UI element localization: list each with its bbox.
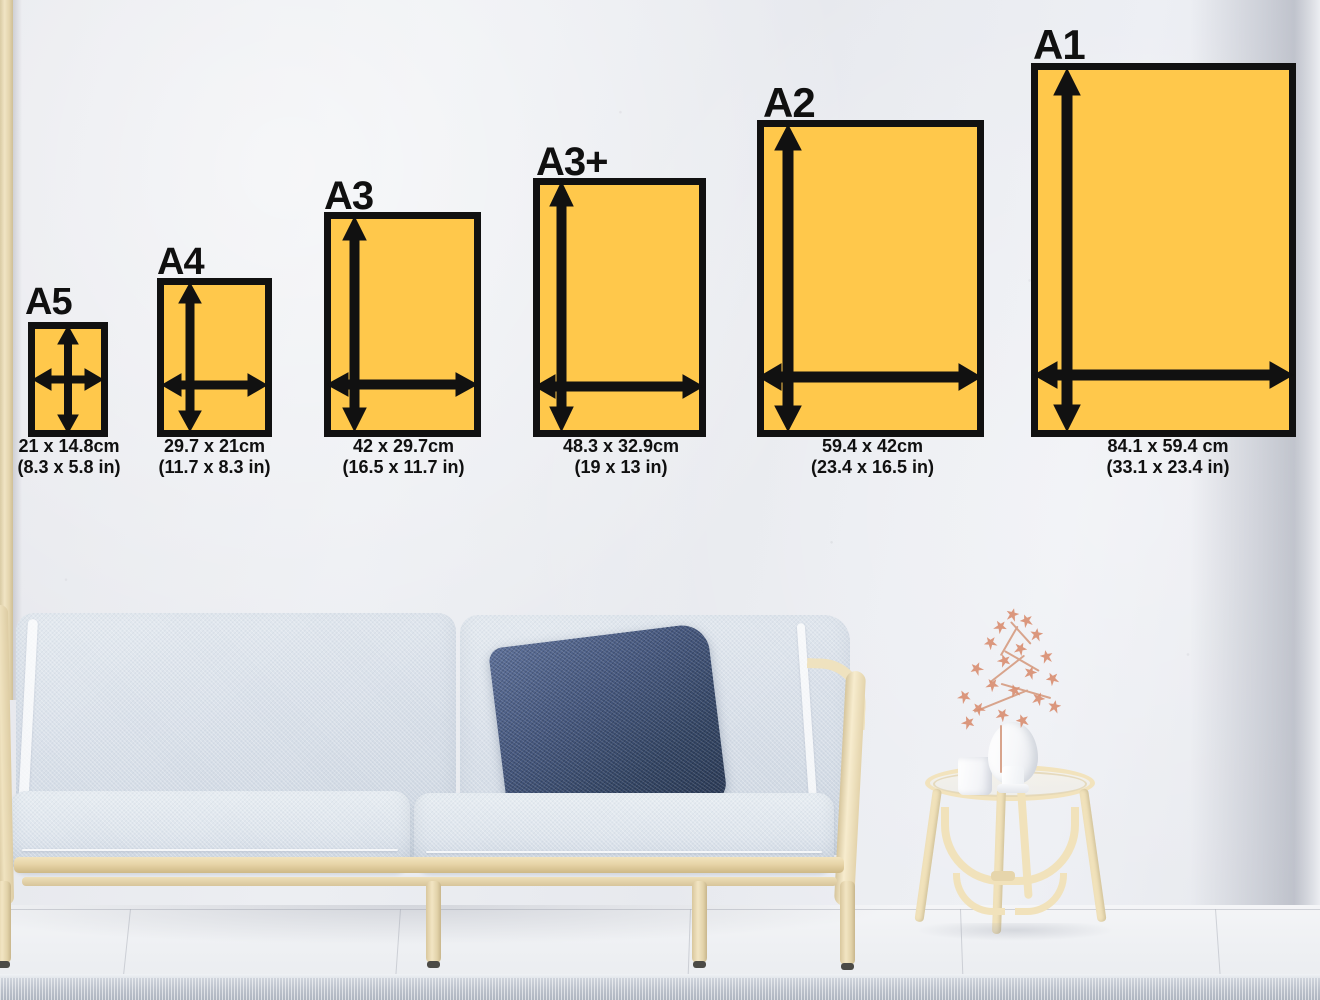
sofa-leg <box>840 881 855 970</box>
sofa-leg <box>692 881 707 968</box>
size-label-a3plus: A3+ <box>536 140 608 184</box>
size-arrows-a4 <box>161 281 268 433</box>
area-rug <box>0 978 1320 1000</box>
size-arrows-a2 <box>758 123 982 433</box>
wall-corner-highlight <box>1294 0 1320 935</box>
size-arrows-a3 <box>325 215 479 433</box>
table-floor-shadow <box>915 923 1115 941</box>
sofa-floor-shadow <box>0 905 900 945</box>
size-caption-in: (19 x 13 in) <box>574 457 668 478</box>
sofa-seat-seam <box>22 849 398 851</box>
size-caption-in: (11.7 x 8.3 in) <box>158 457 271 478</box>
size-caption-in: (33.1 x 23.4 in) <box>1106 457 1230 478</box>
size-label-a1: A1 <box>1033 21 1086 68</box>
size-arrows-a3plus <box>533 180 705 433</box>
size-arrows-a1 <box>1032 67 1295 433</box>
size-label-a2: A2 <box>763 79 816 126</box>
table-center-joint <box>991 871 1015 881</box>
size-caption-cm: 29.7 x 21cm <box>163 436 266 456</box>
size-arrows-a5 <box>32 324 104 435</box>
size-caption-a2: 59.4 x 42cm (23.4 x 16.5 in) <box>795 436 950 478</box>
sofa-frame-rail-top <box>14 857 844 873</box>
left-wood-shadow <box>13 0 22 700</box>
size-caption-a5: 21 x 14.8cm (8.3 x 5.8 in) <box>3 436 135 478</box>
size-caption-cm: 21 x 14.8cm <box>18 436 120 456</box>
table-leg <box>1079 788 1107 923</box>
white-cup <box>958 757 992 795</box>
sofa-leg <box>0 881 11 968</box>
size-caption-cm: 48.3 x 32.9cm <box>562 436 680 456</box>
size-caption-a3plus: 48.3 x 32.9cm (19 x 13 in) <box>546 436 696 478</box>
size-caption-cm: 84.1 x 59.4 cm <box>1107 436 1229 456</box>
size-label-a3: A3 <box>324 174 374 218</box>
sofa-leg <box>426 881 441 968</box>
table-brace-lower-right <box>1015 873 1067 915</box>
poster-size-diagram: A5 21 x 14.8cm (8.3 x 5.8 in) A4 29.7 x … <box>3 21 1296 478</box>
size-caption-a3: 42 x 29.7cm (16.5 x 11.7 in) <box>333 436 474 478</box>
floor-tile-line <box>1215 908 1222 981</box>
sofa-arm-left <box>0 604 15 906</box>
vase-base <box>997 784 1029 793</box>
size-caption-in: (23.4 x 16.5 in) <box>810 457 935 478</box>
size-label-a5: A5 <box>25 281 73 323</box>
size-caption-cm: 42 x 29.7cm <box>352 436 455 456</box>
size-rect-a2[interactable] <box>757 120 984 437</box>
left-wood-trim <box>0 0 13 700</box>
rug-edge <box>0 974 1320 979</box>
size-label-a4: A4 <box>157 241 205 283</box>
size-caption-a4: 29.7 x 21cm (11.7 x 8.3 in) <box>148 436 281 478</box>
sofa-seat-seam <box>426 851 822 853</box>
floor-seam <box>0 909 1320 910</box>
size-caption-a1: 84.1 x 59.4 cm (33.1 x 23.4 in) <box>1088 436 1248 478</box>
size-rect-a4[interactable] <box>157 278 272 437</box>
size-caption-in: (8.3 x 5.8 in) <box>17 457 121 478</box>
three-seat-sofa <box>0 595 878 970</box>
size-caption-cm: 59.4 x 42cm <box>821 436 924 456</box>
size-caption-in: (16.5 x 11.7 in) <box>342 457 465 478</box>
